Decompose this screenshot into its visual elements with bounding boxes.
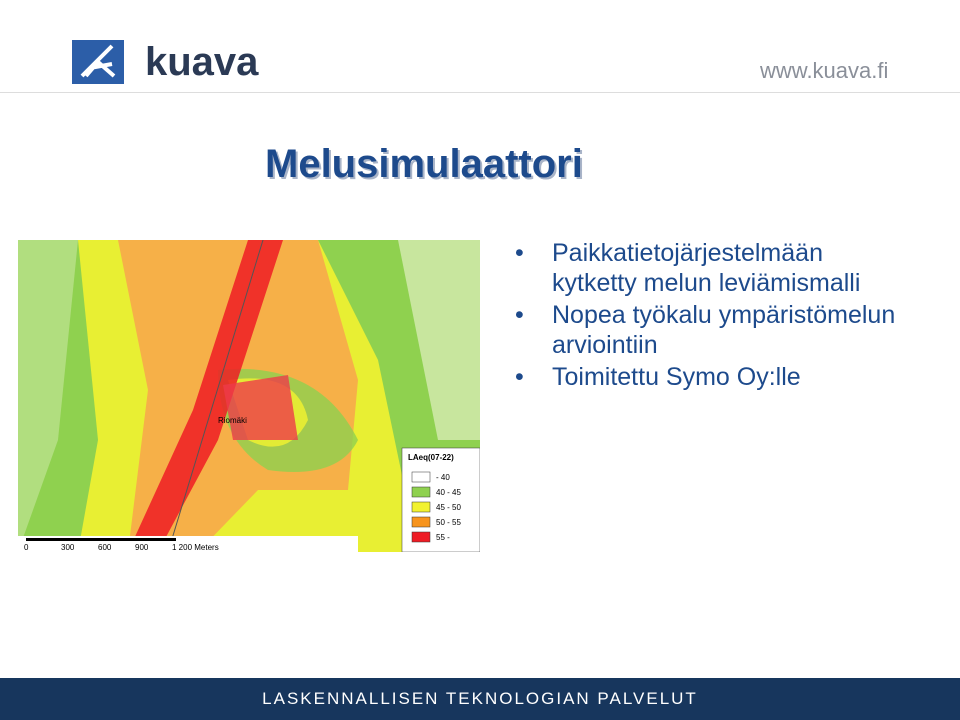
bullet: Nopea työkalu ympäristömelun arviointiin <box>515 300 905 360</box>
scale-label: 900 <box>135 543 149 552</box>
header-rule <box>0 92 960 93</box>
footer: LASKENNALLISEN TEKNOLOGIAN PALVELUT <box>0 678 960 720</box>
legend-title: LAeq(07-22) <box>408 453 454 462</box>
scale-label: 600 <box>98 543 112 552</box>
bullet-list: Paikkatietojärjestelmään kytketty melun … <box>515 238 905 394</box>
scale-label: 0 <box>24 543 29 552</box>
scale-bar <box>26 538 176 541</box>
logo-text: kuava <box>145 40 259 84</box>
bullet: Paikkatietojärjestelmään kytketty melun … <box>515 238 905 298</box>
url: www.kuava.fi <box>760 58 889 83</box>
place-label: Riomäki <box>218 416 247 425</box>
legend-label: 40 - 45 <box>436 488 461 497</box>
scale-label: 300 <box>61 543 75 552</box>
logo-icon <box>72 40 124 84</box>
title: Melusimulaattori <box>265 142 583 186</box>
legend-label: 50 - 55 <box>436 518 461 527</box>
legend-label: 55 - <box>436 533 450 542</box>
legend-swatch <box>411 531 431 543</box>
legend-swatch <box>411 471 431 483</box>
bullet: Toimitettu Symo Oy:lle <box>515 362 905 392</box>
legend-swatch <box>411 501 431 513</box>
legend-swatch <box>411 516 431 528</box>
legend-label: 45 - 50 <box>436 503 461 512</box>
scale-label: 1 200 Meters <box>172 543 219 552</box>
noise-map: Riomäki LAeq(07-22) - 40 40 - 45 45 - 50 50… <box>18 240 480 552</box>
legend-label: - 40 <box>436 473 450 482</box>
legend-swatch <box>411 486 431 498</box>
